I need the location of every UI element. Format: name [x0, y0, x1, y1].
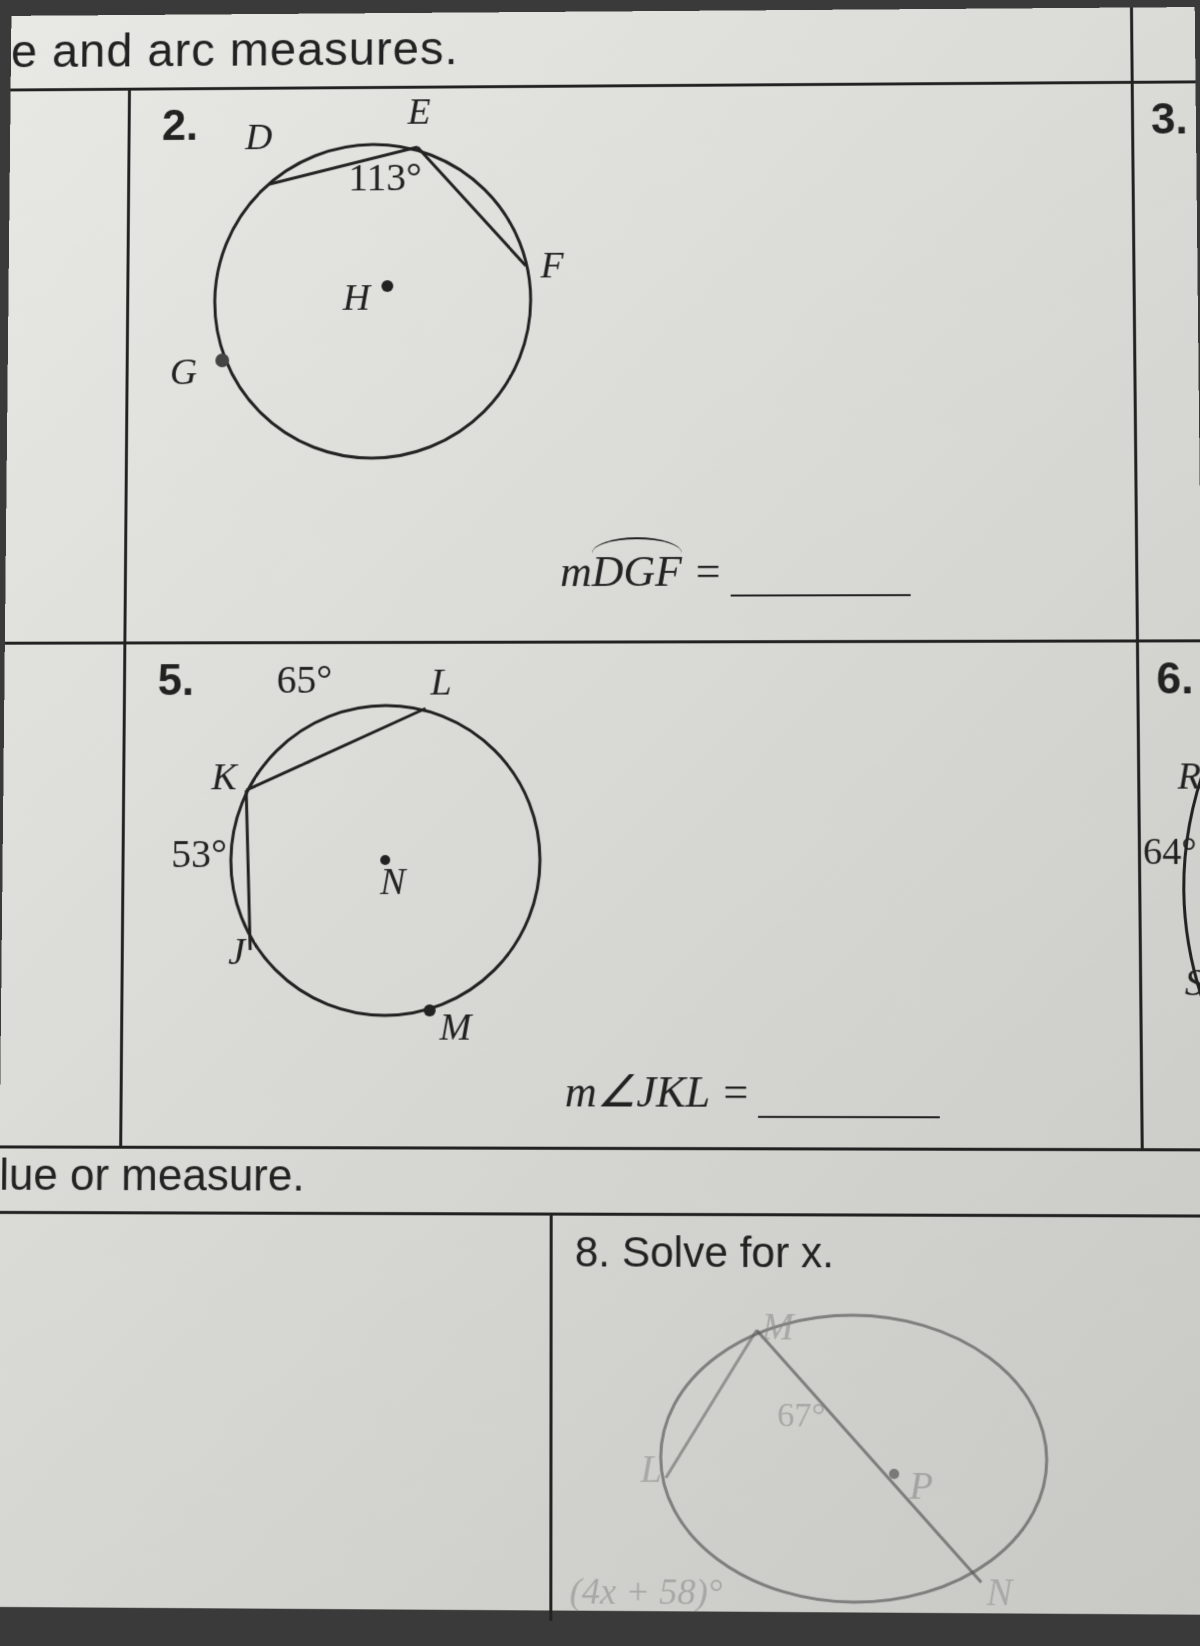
worksheet-page: e and arc measures. 2. D E F G H 113° mD… [0, 7, 1200, 1615]
grid-line [11, 80, 1196, 91]
grid-line [1130, 8, 1144, 1149]
problem-number-3: 3. [1151, 95, 1188, 144]
page-title-fragment: e and arc measures. [11, 22, 459, 79]
point-e: E [408, 91, 431, 134]
grid-line [119, 88, 131, 1146]
angle-113: 113° [348, 154, 422, 200]
expr-4x58: (4x + 58)° [570, 1570, 723, 1614]
answer-blank [731, 588, 911, 596]
point-f: F [541, 244, 564, 287]
point-l: L [431, 661, 452, 705]
circle-diagram-2 [174, 89, 590, 503]
answer-blank [759, 1110, 941, 1118]
angle-65: 65° [277, 656, 333, 703]
equation-5: m∠JKL = [565, 1066, 940, 1118]
point-p8: P [909, 1464, 933, 1509]
eq-m: m [560, 547, 592, 596]
point-j: J [228, 930, 245, 974]
point-k: K [211, 755, 236, 799]
section-label: lue or measure. [0, 1150, 305, 1201]
equation-2: mDGF = [560, 545, 910, 597]
point-m8: M [762, 1305, 794, 1350]
point-n: N [380, 860, 405, 904]
point-m: M [440, 1005, 472, 1049]
point-h: H [343, 276, 370, 319]
angle-67: 67° [777, 1397, 825, 1436]
angle-53: 53° [171, 830, 227, 877]
grid-line [549, 1213, 552, 1621]
eq-equals: = [682, 547, 723, 596]
grid-line [5, 639, 1200, 644]
point-g: G [170, 351, 197, 394]
grid-line [0, 1211, 1200, 1218]
circle-fragment-6 [1167, 739, 1200, 1041]
grid-line [5, 641, 124, 644]
problem-8-title: 8. Solve for x. [575, 1228, 834, 1278]
eq-arc-dgf: DGF [592, 547, 682, 596]
point-n8: N [986, 1570, 1012, 1616]
eq-text: m∠JKL = [565, 1067, 751, 1117]
problem-number-6: 6. [1156, 654, 1193, 704]
point-l8: L [640, 1447, 661, 1492]
point-d: D [245, 116, 272, 159]
